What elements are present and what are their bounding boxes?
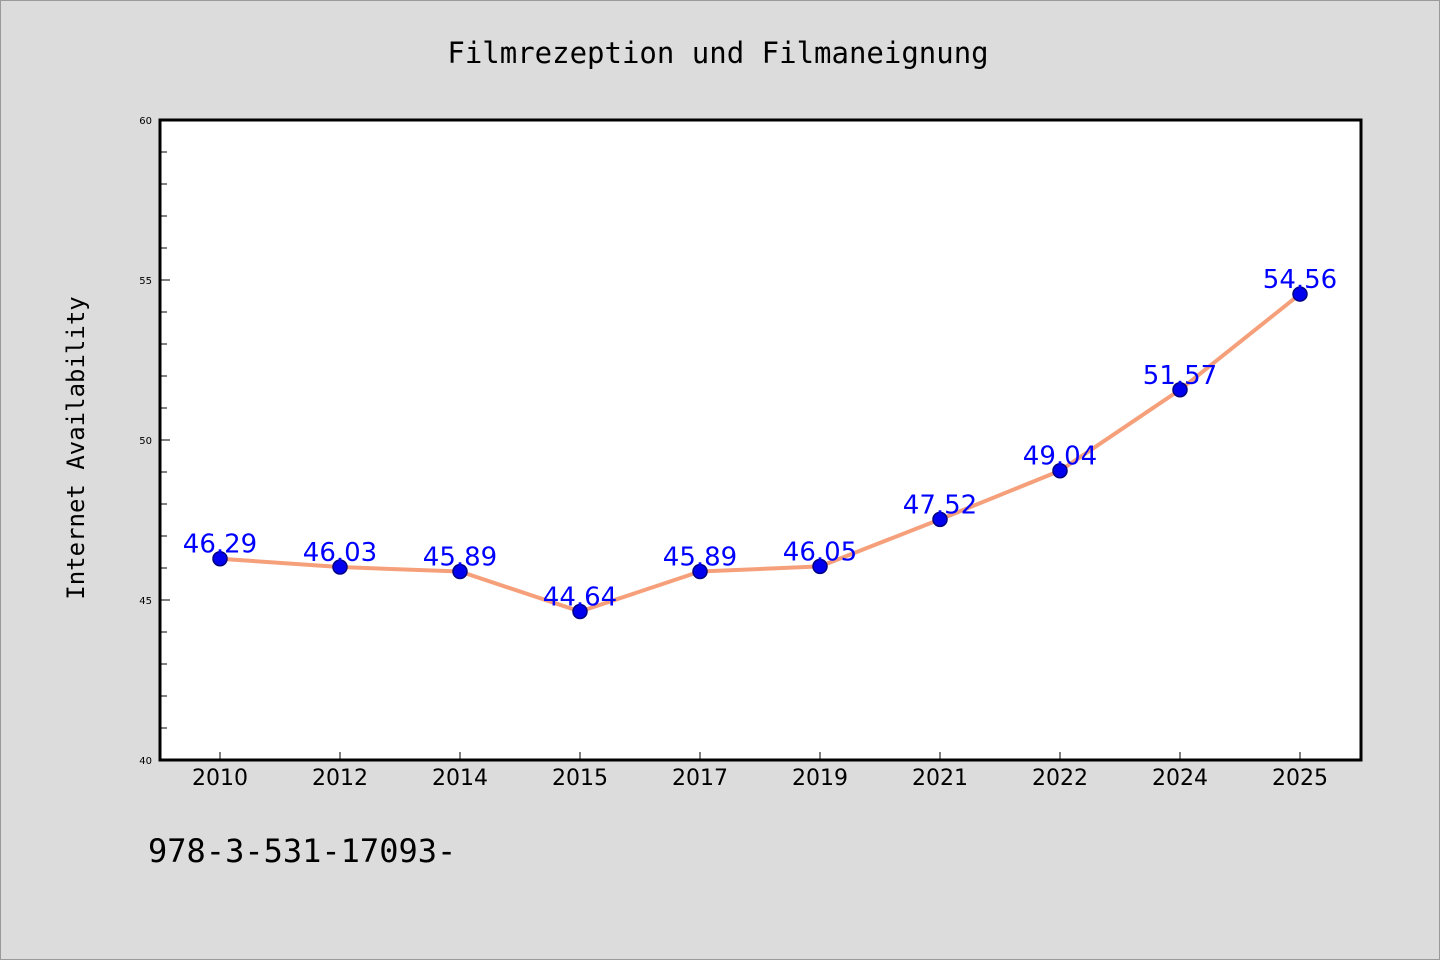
series-group: 46.29 46.03 45.89 44.64 45.89 46.05 47.52 49.04… [183,265,1337,620]
data-label: 54.56 [1263,265,1337,295]
data-point [452,563,468,580]
y-tick-label: 60 [139,116,152,127]
x-tick-label: 2024 [1152,766,1208,791]
data-point [1052,462,1068,479]
y-tick-label: 50 [139,436,152,447]
x-tick-label: 2021 [912,766,968,791]
data-label: 45.89 [423,543,497,573]
y-tick-label: 45 [139,596,152,607]
data-point [212,550,228,567]
y-tick-label: 40 [139,756,152,767]
y-axis: 40 45 50 55 60 [139,116,170,767]
x-tick-label: 2014 [432,766,488,791]
data-point [332,559,348,575]
x-tick-label: 2019 [792,766,848,791]
x-tick-label: 2010 [192,766,248,791]
data-label: 46.05 [783,537,857,567]
x-tick-label: 2022 [1032,766,1088,791]
x-tick-label: 2012 [312,766,368,791]
data-label: 46.29 [183,530,257,560]
x-tick-label: 2017 [672,766,728,791]
data-label: 49.04 [1023,442,1097,472]
data-label: 46.03 [303,538,377,568]
plot-area [158,118,1363,762]
data-point [1292,286,1308,302]
y-axis-label: Internet Availability [62,296,90,599]
x-tick-label: 2015 [552,766,608,791]
x-tick-label: 2025 [1272,766,1328,791]
data-label: 45.89 [663,543,737,573]
data-point [812,558,828,575]
data-label: 51.57 [1143,361,1217,391]
data-point [692,563,708,580]
footer-code: 978-3-531-17093- [148,832,457,870]
data-point [572,603,588,620]
chart-title: Filmrezeption und Filmaneignung [447,36,988,70]
y-tick-label: 55 [139,276,152,287]
data-label: 47.52 [903,490,977,520]
data-point [1172,382,1188,398]
series-line [219,292,1302,614]
data-label: 44.64 [543,583,617,613]
x-axis: 2010 2012 2014 2015 2017 2019 2021 2022 2024 2025 [192,752,1328,791]
data-point [932,511,948,528]
